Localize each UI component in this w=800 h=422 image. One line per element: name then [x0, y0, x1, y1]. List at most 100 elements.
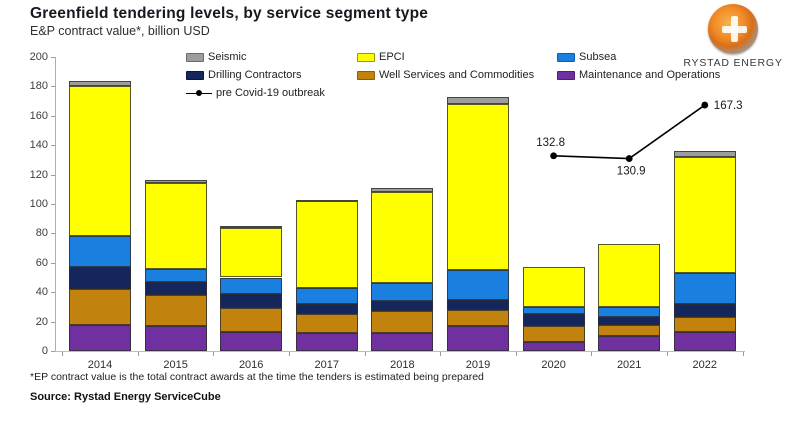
bar-segment-epci-2016: [220, 227, 283, 278]
bar-segment-well-2019: [447, 309, 509, 326]
y-axis-tick-label: 120: [29, 168, 48, 181]
line-point: [550, 152, 557, 160]
bar-segment-well-2014: [69, 289, 131, 325]
bar-segment-epci-2015: [144, 183, 207, 269]
y-axis-tick-mark: [51, 262, 55, 264]
rystad-logo: RYSTAD ENERGY: [678, 4, 788, 69]
bar-segment-mo-2015: [144, 326, 207, 351]
bar-segment-epci-2022: [673, 156, 736, 274]
y-axis-tick-mark: [51, 115, 55, 117]
legend-swatch-drilling: [186, 70, 204, 80]
bar-segment-well-2022: [673, 317, 736, 332]
bar-segment-drilling-2017: [295, 303, 358, 315]
bar-segment-seismic-2016: [220, 226, 283, 229]
bar-segment-seismic-2015: [144, 180, 207, 184]
bar-segment-mo-2018: [371, 333, 434, 351]
x-axis-tick-mark: [742, 352, 744, 356]
bar-segment-drilling-2015: [144, 281, 207, 296]
y-axis-tick-mark: [51, 233, 55, 235]
bar-segment-drilling-2016: [220, 293, 283, 309]
x-axis-year-label: 2021: [616, 359, 642, 371]
pre-covid-line: [553, 104, 706, 160]
bar-segment-well-2017: [295, 314, 358, 334]
y-axis-tick-label: 180: [29, 80, 48, 93]
x-axis-year-label: 2018: [390, 359, 415, 371]
bar-segment-seismic-2019: [447, 96, 509, 105]
bar-segment-well-2016: [220, 308, 283, 332]
y-axis-tick-label: 60: [35, 256, 48, 269]
x-axis-tick-mark: [440, 352, 442, 356]
y-axis-tick-mark: [51, 174, 55, 176]
bar-segment-drilling-2022: [673, 303, 736, 318]
line-point: [625, 155, 633, 162]
legend-swatch-subsea: [557, 52, 575, 62]
y-axis-tick-label: 140: [29, 139, 48, 152]
y-axis-tick-mark: [51, 292, 55, 294]
x-axis-year-label: 2019: [465, 359, 491, 371]
x-axis-year-label: 2020: [541, 359, 566, 371]
bar-segment-epci-2021: [598, 243, 661, 307]
x-axis-tick-mark: [364, 352, 366, 356]
x-axis-year-label: 2022: [692, 359, 718, 371]
bar-segment-mo-2014: [69, 324, 131, 351]
y-axis-tick-label: 80: [35, 227, 48, 240]
bar-segment-well-2021: [598, 324, 661, 337]
line-point-label: 167.3: [714, 100, 743, 112]
bar-segment-subsea-2014: [69, 236, 131, 268]
y-axis-tick-mark: [51, 204, 55, 205]
y-axis-tick-label: 40: [35, 286, 48, 299]
bar-segment-subsea-2015: [144, 268, 207, 282]
x-axis-line: [55, 351, 745, 352]
bar-segment-subsea-2021: [598, 306, 661, 318]
bar-segment-mo-2019: [447, 326, 509, 351]
bar-segment-epci-2014: [69, 86, 131, 237]
bar-segment-drilling-2019: [447, 299, 509, 310]
bar-segment-mo-2017: [295, 333, 358, 351]
bar-segment-seismic-2018: [371, 187, 434, 193]
source-line: Source: Rystad Energy ServiceCube: [30, 391, 221, 403]
legend-item-subsea: Subsea: [557, 51, 616, 63]
legend-item-mo: Maintenance and Operations: [557, 69, 720, 81]
legend-label: pre Covid-19 outbreak: [216, 87, 325, 99]
legend-label: Well Services and Commodities: [379, 69, 535, 81]
bar-segment-epci-2020: [522, 267, 585, 307]
bar-segment-seismic-2022: [673, 151, 736, 157]
bar-segment-drilling-2014: [69, 267, 131, 290]
x-axis-year-label: 2016: [238, 359, 264, 371]
bar-segment-epci-2019: [447, 104, 509, 271]
legend-item-seismic: Seismic: [186, 51, 247, 63]
bar-segment-epci-2017: [295, 201, 358, 288]
bar-segment-mo-2016: [220, 331, 283, 351]
bar-segment-well-2018: [371, 311, 434, 334]
legend-item-line: pre Covid-19 outbreak: [186, 87, 325, 99]
legend-label: EPCI: [379, 51, 405, 63]
y-axis-tick-mark: [51, 86, 55, 88]
y-axis-tick-mark: [51, 145, 55, 147]
bar-segment-drilling-2021: [598, 317, 661, 325]
x-axis-year-label: 2014: [87, 359, 113, 371]
y-axis-tick-label: 200: [29, 51, 48, 63]
bar-segment-subsea-2017: [295, 287, 358, 304]
page-subtitle: E&P contract value*, billion USD: [30, 24, 210, 38]
bar-segment-drilling-2018: [371, 301, 434, 312]
x-axis-tick-mark: [213, 352, 215, 356]
y-axis-line: [55, 57, 56, 351]
bar-segment-mo-2022: [673, 331, 736, 351]
bar-segment-epci-2018: [371, 192, 434, 284]
legend-line-marker-icon: [186, 89, 212, 98]
bar-segment-mo-2021: [598, 336, 661, 351]
x-axis-tick-mark: [137, 352, 139, 356]
y-axis-tick-mark: [51, 57, 55, 58]
x-axis-tick-mark: [591, 352, 593, 356]
y-axis-tick-label: 0: [41, 345, 48, 357]
x-axis-tick-mark: [515, 352, 517, 356]
bar-segment-well-2015: [144, 295, 207, 326]
x-axis-tick-mark: [667, 352, 668, 356]
legend-swatch-well: [357, 70, 375, 80]
y-axis-tick-label: 100: [29, 198, 48, 210]
line-point-label: 130.9: [617, 166, 646, 178]
line-point-label: 132.8: [536, 137, 565, 149]
globe-puzzle-shape: [722, 26, 747, 33]
